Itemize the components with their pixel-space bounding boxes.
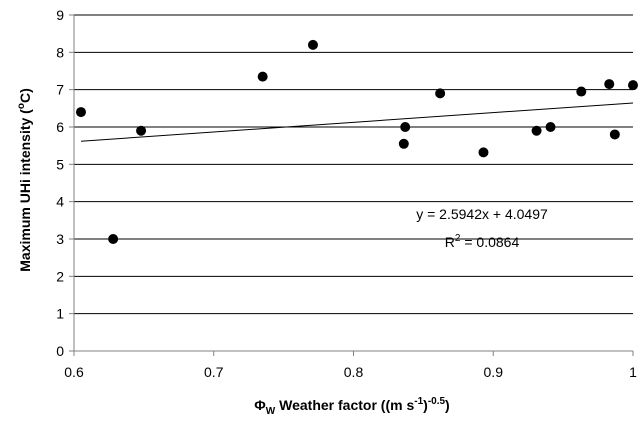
data-point: [628, 80, 638, 91]
y-tick-label: 1: [56, 306, 64, 322]
data-point: [398, 138, 409, 149]
data-point: [257, 71, 268, 82]
r-squared-label: R2 = 0.0864: [445, 233, 520, 250]
data-point: [604, 79, 615, 90]
data-point: [545, 122, 556, 132]
x-tick-label: 0.7: [204, 364, 224, 380]
x-tick-label: 0.9: [484, 364, 504, 380]
data-point: [435, 88, 446, 99]
y-tick-labels: 0 1 2 3 4 5 6 7 8 9: [56, 7, 64, 359]
data-point: [108, 234, 119, 244]
data-point: [136, 125, 147, 136]
x-tick-label: 0.6: [64, 364, 84, 380]
y-tick-label: 0: [56, 343, 64, 359]
gridlines: [74, 14, 633, 315]
data-points: [75, 39, 638, 244]
trendline: [80, 102, 634, 142]
y-tick-label: 6: [56, 119, 64, 135]
y-tick-label: 7: [56, 82, 64, 98]
y-axis-title: Maximum UHi intensity (oC): [16, 88, 33, 271]
x-axis-title: ΦW Weather factor ((m s-1)-0.5): [254, 396, 449, 417]
x-tick-label: 0.8: [344, 364, 364, 380]
y-tick-label: 5: [56, 156, 64, 172]
x-tick-label: 1: [629, 364, 637, 380]
y-tick-label: 3: [56, 231, 64, 247]
data-point: [531, 125, 542, 136]
trendline-group: [80, 102, 634, 142]
y-tick-label: 4: [56, 194, 64, 210]
y-tick-label: 2: [56, 268, 64, 284]
x-tick-labels: 0.6 0.7 0.8 0.9 1: [64, 364, 637, 380]
data-point: [576, 86, 587, 97]
trend-equation: y = 2.5942x + 4.0497: [416, 206, 548, 222]
y-tick-label: 8: [56, 44, 64, 60]
data-point: [307, 39, 318, 50]
data-point: [609, 129, 620, 140]
y-tick-label: 9: [56, 7, 64, 23]
data-point: [478, 147, 489, 158]
data-point: [400, 122, 411, 132]
axes: [69, 14, 634, 356]
data-point: [75, 107, 86, 118]
